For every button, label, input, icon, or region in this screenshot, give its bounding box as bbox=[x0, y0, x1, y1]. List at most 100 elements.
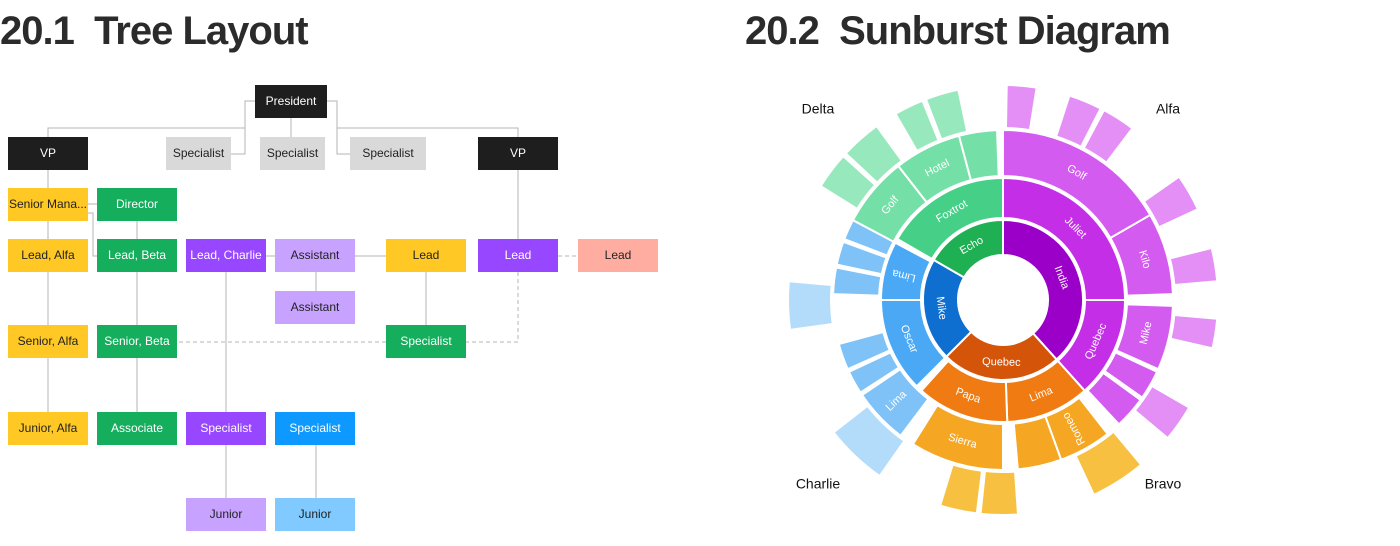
node-label: Senior Mana... bbox=[9, 197, 87, 211]
segment-label: Mike bbox=[934, 296, 949, 321]
segment-label: Kilo bbox=[1136, 249, 1153, 270]
sunburst-segment bbox=[832, 404, 906, 478]
tree-node bbox=[8, 188, 88, 221]
sunburst-segment bbox=[894, 99, 940, 153]
node-label: Senior, Alfa bbox=[18, 334, 79, 348]
tree-node bbox=[97, 412, 177, 445]
sunburst-segment bbox=[924, 88, 969, 141]
connector bbox=[88, 212, 97, 257]
node-label: Specialist bbox=[200, 421, 252, 435]
sunburst-segment bbox=[1054, 94, 1102, 149]
tree-node bbox=[186, 239, 266, 272]
sunburst-segment bbox=[842, 218, 895, 257]
node-label: Lead bbox=[413, 248, 440, 262]
sunburst-segment bbox=[1109, 213, 1174, 297]
sunburst-segment bbox=[922, 258, 973, 358]
sunburst-segment bbox=[979, 469, 1020, 516]
node-label: Assistant bbox=[291, 248, 340, 262]
tree-node bbox=[275, 412, 355, 445]
sunburst-segment bbox=[1004, 84, 1038, 132]
segment-label: Mike bbox=[1138, 320, 1155, 345]
tree-node bbox=[386, 239, 466, 272]
sunburst-segment bbox=[860, 367, 930, 438]
corner-label: Delta bbox=[802, 101, 835, 117]
corner-label: Charlie bbox=[796, 476, 841, 492]
tree-node bbox=[578, 239, 658, 272]
connector bbox=[336, 128, 350, 155]
sunburst-title: 20.2 Sunburst Diagram bbox=[745, 9, 1170, 53]
tree-node bbox=[8, 239, 88, 272]
sunburst: EchoFoxtrotGolfHotelIndiaJulietQuebecGol… bbox=[787, 84, 1219, 516]
tree: President VP Specialist Specialist Specialis… bbox=[8, 85, 658, 531]
sunburst-segment bbox=[1114, 303, 1174, 371]
node-label: Specialist bbox=[400, 334, 452, 348]
node-label: Specialist bbox=[173, 146, 225, 160]
connector bbox=[47, 100, 255, 137]
tree-node bbox=[97, 325, 177, 358]
connector bbox=[327, 100, 519, 137]
segment-label: Quebec bbox=[982, 356, 1021, 369]
tree-node bbox=[97, 188, 177, 221]
sunburst-segment bbox=[847, 351, 901, 394]
corner-label: Alfa bbox=[1156, 101, 1180, 117]
sunburst-segment bbox=[819, 154, 877, 211]
tree-node bbox=[8, 412, 88, 445]
sunburst-segment bbox=[832, 266, 883, 297]
tree-node bbox=[478, 137, 558, 170]
sunburst-segment bbox=[844, 124, 904, 185]
sunburst-segment bbox=[1168, 246, 1219, 287]
connector bbox=[231, 128, 246, 155]
node-label: Senior, Beta bbox=[104, 334, 170, 348]
sunburst-segment bbox=[879, 241, 932, 301]
sunburst-segment bbox=[1142, 175, 1200, 229]
tree-node bbox=[166, 137, 231, 170]
node-label: VP bbox=[40, 146, 56, 160]
connector bbox=[466, 272, 519, 343]
node-label: Lead, Charlie bbox=[190, 248, 262, 262]
node-label: Junior bbox=[299, 507, 332, 521]
sunburst-segment bbox=[1086, 371, 1142, 426]
tree-node bbox=[186, 412, 266, 445]
tree-node bbox=[350, 137, 426, 170]
node-label: Lead bbox=[505, 248, 532, 262]
sunburst-segment bbox=[1082, 108, 1134, 165]
sunburst-segment bbox=[1012, 415, 1063, 471]
tree-node bbox=[97, 239, 177, 272]
node-label: Specialist bbox=[362, 146, 414, 160]
sunburst-segment bbox=[1002, 218, 1084, 361]
sunburst-segment bbox=[938, 463, 984, 515]
node-label: Assistant bbox=[291, 300, 340, 314]
tree-title: 20.1 Tree Layout bbox=[0, 9, 308, 53]
node-label: Junior bbox=[210, 507, 243, 521]
sunburst-segment bbox=[787, 280, 834, 332]
corner-label: Bravo bbox=[1145, 476, 1182, 492]
tree-node bbox=[478, 239, 558, 272]
node-label: Director bbox=[116, 197, 158, 211]
node-label: VP bbox=[510, 146, 526, 160]
tree-node bbox=[255, 85, 327, 118]
tree-node bbox=[260, 137, 325, 170]
node-label: Lead bbox=[605, 248, 632, 262]
sunburst-segment bbox=[1074, 430, 1143, 497]
tree-node bbox=[386, 325, 466, 358]
tree-node bbox=[275, 498, 355, 531]
node-label: President bbox=[266, 94, 317, 108]
tree-node bbox=[275, 291, 355, 324]
node-label: Lead, Beta bbox=[108, 248, 166, 262]
sunburst-segment bbox=[911, 403, 1004, 472]
sunburst-segment bbox=[837, 330, 892, 371]
sunburst-segment bbox=[835, 240, 888, 276]
connectors bbox=[47, 100, 578, 498]
sunburst-segment bbox=[1103, 351, 1159, 399]
sunburst-segment bbox=[1133, 384, 1191, 440]
sunburst-segment bbox=[957, 129, 1000, 182]
tree-node bbox=[275, 239, 355, 272]
tree-node bbox=[8, 325, 88, 358]
node-label: Specialist bbox=[289, 421, 341, 435]
node-label: Associate bbox=[111, 421, 163, 435]
tree-node bbox=[8, 137, 88, 170]
segment-label: Lima bbox=[890, 266, 917, 284]
